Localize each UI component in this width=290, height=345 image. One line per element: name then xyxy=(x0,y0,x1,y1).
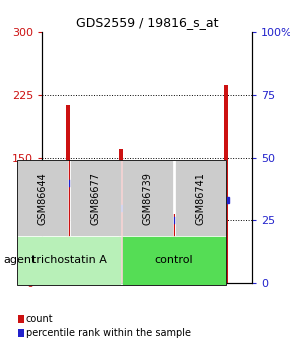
Bar xyxy=(171,214,175,283)
Text: trichostatin A: trichostatin A xyxy=(32,256,106,265)
Text: GSM86739: GSM86739 xyxy=(143,172,153,225)
Text: percentile rank within the sample: percentile rank within the sample xyxy=(26,328,191,338)
Title: GDS2559 / 19816_s_at: GDS2559 / 19816_s_at xyxy=(76,17,218,29)
Bar xyxy=(66,105,70,283)
Bar xyxy=(224,85,228,283)
Text: GSM86644: GSM86644 xyxy=(38,172,48,225)
Text: control: control xyxy=(155,256,193,265)
Bar xyxy=(119,149,123,283)
Text: count: count xyxy=(26,314,54,324)
Text: GSM86677: GSM86677 xyxy=(90,172,100,225)
Text: agent: agent xyxy=(3,256,35,265)
Text: GSM86741: GSM86741 xyxy=(195,172,205,225)
